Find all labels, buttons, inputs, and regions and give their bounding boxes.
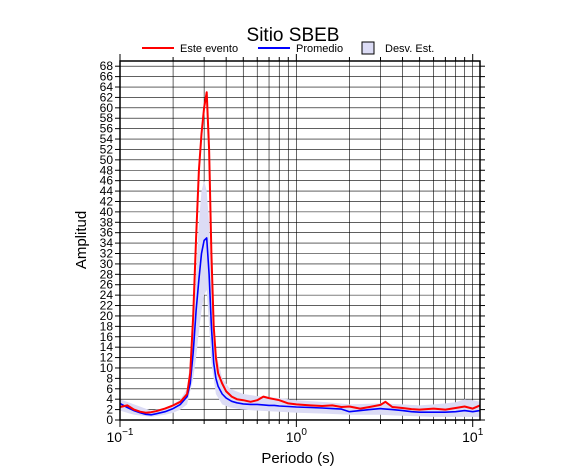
- series-line-este-evento: [119, 91, 481, 414]
- y-tick-label: 54: [100, 132, 114, 146]
- plot-border: [119, 60, 481, 421]
- y-tick-label: 0: [106, 413, 113, 427]
- y-tick-label: 38: [100, 215, 114, 229]
- y-tick-label: 14: [100, 340, 114, 354]
- y-tick-label: 50: [100, 153, 114, 167]
- legend-label-promedio: Promedio: [296, 43, 343, 55]
- y-tick-label: 20: [100, 309, 114, 323]
- y-tick-label: 6: [106, 382, 113, 396]
- y-tick-label: 16: [100, 330, 114, 344]
- y-tick-label: 18: [100, 319, 114, 333]
- y-tick-label: 56: [100, 122, 114, 136]
- y-tick-label: 22: [100, 299, 114, 313]
- y-tick-label: 32: [100, 247, 114, 261]
- y-tick-label: 26: [100, 278, 114, 292]
- y-tick-label: 58: [100, 111, 114, 125]
- x-axis-ticks: 10−1 100 101: [107, 54, 484, 445]
- series-layer: [119, 91, 481, 416]
- x-tick-label: 101: [462, 427, 484, 445]
- y-tick-label: 66: [100, 70, 114, 84]
- std-band-layer: [120, 180, 480, 417]
- y-tick-label: 10: [100, 361, 114, 375]
- x-axis-label: Periodo (s): [261, 450, 334, 467]
- y-tick-label: 12: [100, 351, 114, 365]
- grid: [119, 61, 480, 421]
- legend-label-desv-est: Desv. Est.: [385, 43, 434, 55]
- y-tick-label: 64: [100, 80, 114, 94]
- y-tick-label: 28: [100, 267, 114, 281]
- y-tick-label: 42: [100, 194, 114, 208]
- y-tick-label: 46: [100, 174, 114, 188]
- chart-title: Sitio SBEB: [247, 25, 340, 46]
- y-tick-label: 30: [100, 257, 114, 271]
- y-tick-label: 34: [100, 236, 114, 250]
- x-tick-label: 100: [286, 427, 308, 445]
- y-axis-ticks: 0246810121416182022242628303234363840424…: [100, 59, 485, 427]
- x-tick-label: 10−1: [107, 427, 134, 445]
- y-tick-label: 52: [100, 142, 114, 156]
- y-tick-label: 48: [100, 163, 114, 177]
- plot-frame: [119, 60, 481, 421]
- y-tick-label: 4: [106, 392, 113, 406]
- y-tick-label: 8: [106, 371, 113, 385]
- y-tick-label: 2: [106, 403, 113, 417]
- y-axis-label: Amplitud: [73, 211, 90, 269]
- y-tick-label: 44: [100, 184, 114, 198]
- y-tick-label: 60: [100, 101, 114, 115]
- std-band-area: [120, 180, 480, 417]
- y-tick-label: 68: [100, 59, 114, 73]
- y-tick-label: 24: [100, 288, 114, 302]
- legend-label-este-evento: Este evento: [180, 43, 238, 55]
- y-tick-label: 40: [100, 205, 114, 219]
- series-line-promedio: [119, 237, 481, 416]
- y-tick-label: 36: [100, 226, 114, 240]
- legend: Este evento Promedio Desv. Est.: [142, 41, 434, 55]
- legend-swatch-desv-est: [361, 41, 375, 55]
- y-tick-label: 62: [100, 90, 114, 104]
